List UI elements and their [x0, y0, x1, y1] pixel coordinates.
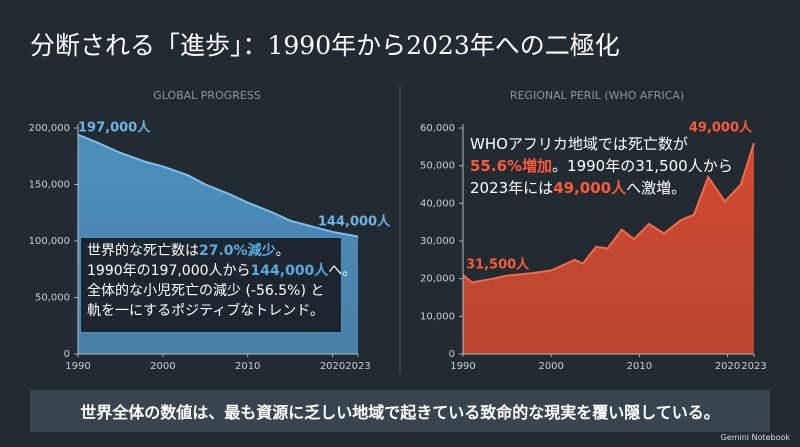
line	[77, 133, 359, 238]
panel-title: GLOBAL PROGRESS	[153, 89, 261, 102]
brand: Gemini Notebook	[720, 433, 790, 442]
panel-title: REGIONAL PERIL (WHO AFRICA)	[510, 89, 684, 102]
y-tick-label: 100,000	[29, 236, 70, 247]
callout-text: 軌を一にするポジティブなトレンド。	[87, 303, 325, 319]
callout-text: 1990年の197,000人から	[87, 263, 251, 279]
y-tick-label: 50,000	[35, 293, 70, 304]
y-tick-label: 50,000	[420, 161, 455, 172]
callout: WHOアフリカ地域では死亡数が 55.6%増加。1990年の31,500人から 20…	[470, 133, 733, 199]
x-tick-label: 2020	[320, 361, 345, 372]
highlight: 144,000人	[250, 263, 329, 279]
annotation: 31,500人	[466, 257, 530, 273]
callout-text: 全体的な小児死亡の減少 (-56.5%) と	[87, 283, 325, 299]
y-tick-label: 20,000	[420, 274, 455, 285]
callout-text: 。1990年の31,500人から	[552, 157, 733, 175]
y-tick-label: 60,000	[420, 123, 455, 134]
x-tick-label: 1990	[65, 361, 90, 372]
callout-text: 2023年には	[470, 179, 554, 197]
x-tick-label: 2010	[235, 361, 260, 372]
y-tick-label: 0	[449, 349, 455, 360]
callout-line: 2023年には49,000人へ激増。	[470, 177, 733, 199]
y-tick-label: 10,000	[420, 311, 455, 322]
annotation: 144,000人	[318, 214, 391, 230]
x-tick-label: 2000	[150, 361, 175, 372]
y-tick-label: 0	[64, 349, 70, 360]
highlight: 49,000人	[553, 179, 627, 197]
x-tick-label: 2000	[538, 361, 563, 372]
callout: 世界的な死亡数は27.0%減少。 1990年の197,000人から144,000人…	[80, 237, 356, 333]
x-tick-label: 1990	[450, 361, 475, 372]
x-tick-label: 2020	[715, 361, 740, 372]
highlight: 55.6%増加	[470, 157, 553, 175]
slide-title: 分断される「進歩」：1990年から2023年への二極化	[30, 31, 620, 60]
callout-text: 世界的な死亡数は	[87, 243, 199, 259]
callout-line: 世界的な死亡数は27.0%減少。	[87, 241, 335, 261]
callout-line: 1990年の197,000人から144,000人へ。	[87, 261, 356, 281]
callout-line: WHOアフリカ地域では死亡数が	[470, 133, 733, 155]
y-tick-label: 40,000	[420, 198, 455, 209]
callout-line: 55.6%増加。1990年の31,500人から	[470, 155, 733, 177]
annotation: 197,000人	[78, 120, 151, 136]
line	[462, 142, 755, 284]
callout-text: へ激増。	[626, 179, 687, 197]
x-tick-label: 2023	[345, 361, 370, 372]
callout-line: 軌を一にするポジティブなトレンド。	[87, 301, 335, 321]
x-tick-label: 2010	[627, 361, 652, 372]
annotation: 49,000人	[689, 120, 753, 136]
callout-text: 。	[275, 243, 290, 259]
callout-text: WHOアフリカ地域では死亡数が	[470, 135, 688, 153]
x-tick-label: 2023	[741, 361, 766, 372]
callout-line: 全体的な小児死亡の減少 (-56.5%) と	[87, 281, 335, 301]
y-tick-label: 200,000	[29, 123, 70, 134]
y-tick-label: 30,000	[420, 236, 455, 247]
highlight: 27.0%減少	[199, 243, 276, 259]
callout-text: へ。	[328, 263, 357, 279]
footer-banner: 世界全体の数値は、最も資源に乏しい地域で起きている致命的な現実を覆い隠している。	[30, 390, 770, 432]
y-tick-label: 150,000	[29, 180, 70, 191]
